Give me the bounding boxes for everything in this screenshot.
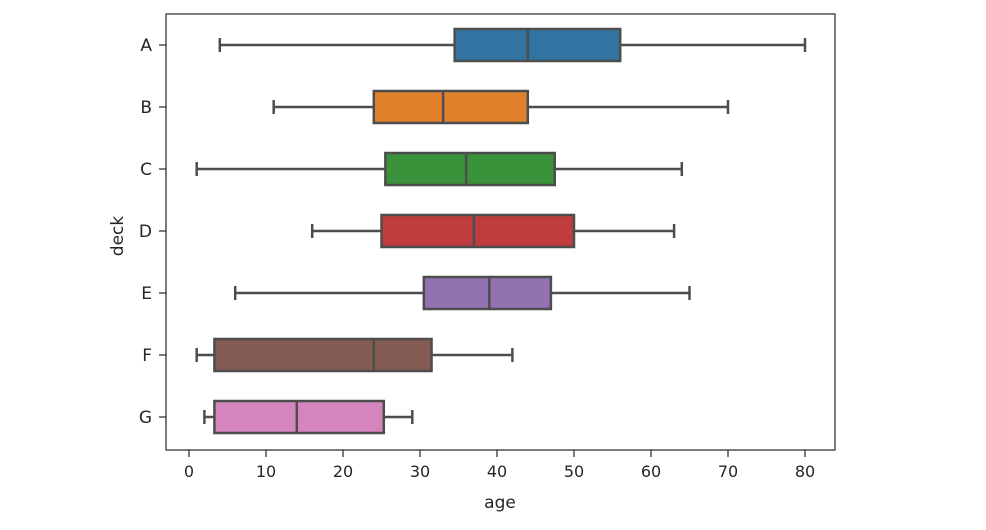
y-tick-label: B [140, 98, 152, 118]
y-tick-label: F [142, 346, 152, 366]
box-group-d [310, 213, 676, 249]
x-tick-label: 40 [487, 462, 507, 481]
y-axis-label: deck [108, 216, 128, 257]
plot-frame [165, 13, 836, 451]
iqr-box [453, 27, 622, 63]
x-tick-label: 60 [641, 462, 661, 481]
iqr-box [384, 151, 556, 187]
boxes-layer [195, 27, 807, 435]
box-group-f [195, 337, 514, 373]
iqr-box [372, 89, 530, 125]
y-tick-label: C [140, 160, 152, 180]
x-tick-label: 30 [410, 462, 430, 481]
y-tick-label: E [141, 284, 152, 304]
y-tick-label: A [140, 36, 152, 56]
x-tick-label: 20 [333, 462, 353, 481]
box-group-c [195, 151, 684, 187]
box-group-b [272, 89, 730, 125]
box-group-g [203, 399, 414, 435]
iqr-box [380, 213, 576, 249]
x-tick-label: 70 [718, 462, 738, 481]
y-tick-label: D [139, 222, 152, 242]
x-axis-label: age [484, 493, 516, 513]
x-tick-label: 50 [564, 462, 584, 481]
iqr-box [213, 399, 386, 435]
x-axis: 0 10 20 30 40 50 60 70 80 [184, 450, 815, 481]
iqr-box [213, 337, 433, 373]
y-axis: A B C D E F G [139, 36, 166, 428]
x-tick-label: 0 [184, 462, 194, 481]
box-group-e [233, 275, 691, 311]
x-tick-label: 80 [795, 462, 815, 481]
iqr-box [422, 275, 553, 311]
x-tick-label: 10 [256, 462, 276, 481]
box-group-a [218, 27, 807, 63]
y-tick-label: G [139, 408, 152, 428]
